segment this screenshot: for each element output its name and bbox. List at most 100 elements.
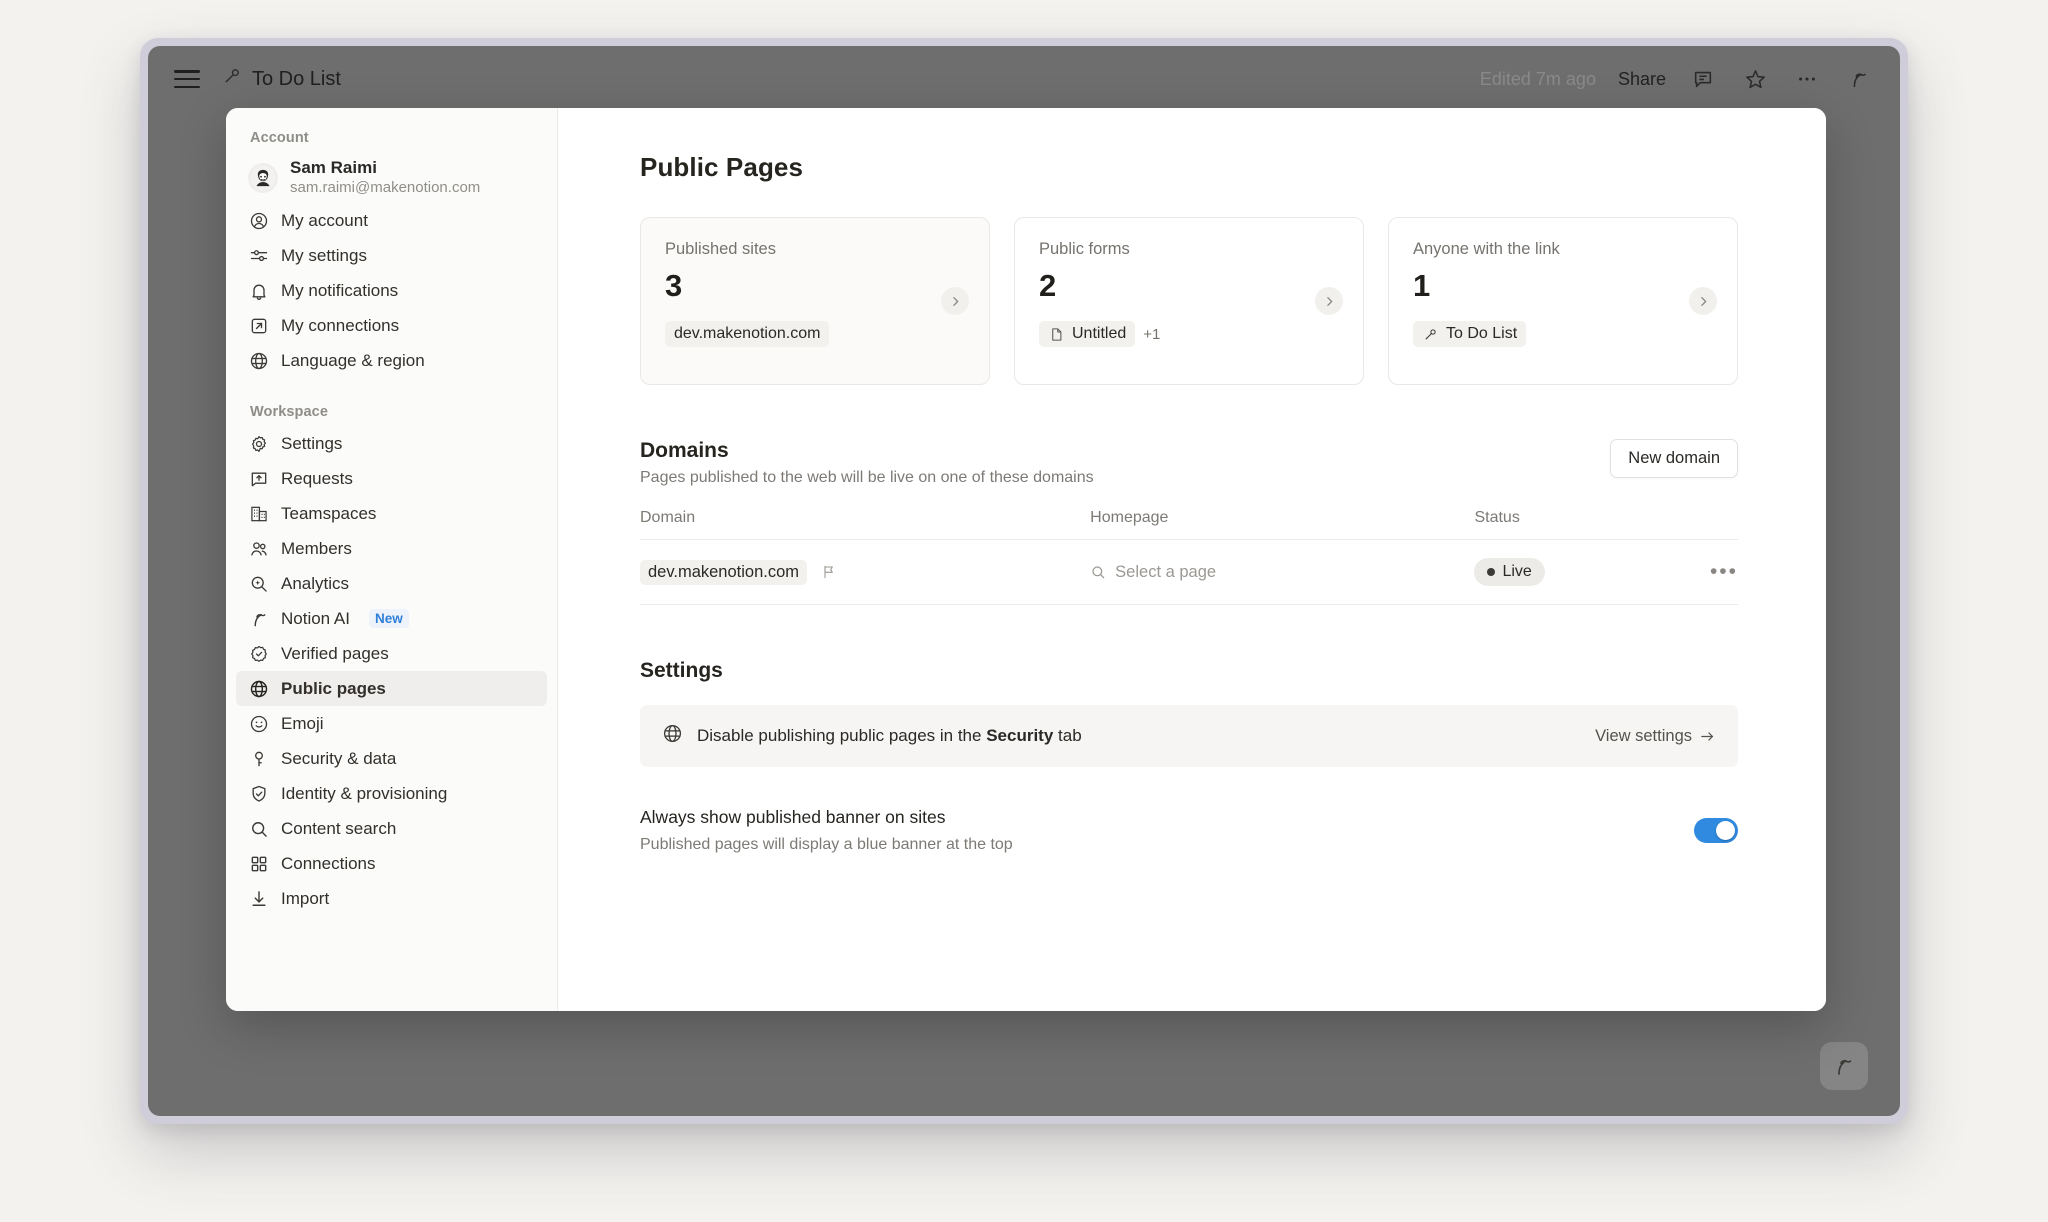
sidebar-item-my-notifications[interactable]: My notifications <box>236 273 547 308</box>
sidebar-account-user[interactable]: Sam Raimi sam.raimi@makenotion.com <box>236 152 547 203</box>
card-count: 2 <box>1039 268 1057 303</box>
chevron-right-icon[interactable] <box>941 287 969 315</box>
sidebar-item-label: My account <box>281 210 368 230</box>
sidebar-item-label: Notion AI <box>281 608 350 628</box>
sidebar-item-my-settings[interactable]: My settings <box>236 238 547 273</box>
settings-sidebar: Account <box>226 108 558 1011</box>
sidebar-item-verified-pages[interactable]: Verified pages <box>236 636 547 671</box>
request-icon <box>248 468 269 489</box>
comment-icon[interactable] <box>1688 64 1718 94</box>
smiley-icon <box>248 713 269 734</box>
account-name: Sam Raimi <box>290 158 377 177</box>
chevron-right-icon[interactable] <box>1689 287 1717 315</box>
domains-header: Domains Pages published to the web will … <box>640 439 1738 487</box>
published-banner-toggle[interactable] <box>1694 818 1738 843</box>
card-published-sites[interactable]: Published sites 3 dev.makenotion.com <box>640 217 990 385</box>
verified-badge-icon <box>248 643 269 664</box>
corner-notion-ai-button[interactable] <box>1820 1042 1868 1090</box>
account-email: sam.raimi@makenotion.com <box>290 178 481 196</box>
sidebar-heading-account: Account <box>250 130 309 146</box>
card-chip-row: To Do List <box>1413 321 1715 348</box>
sidebar-item-label: Public pages <box>281 678 386 698</box>
breadcrumb[interactable]: To Do List <box>222 66 341 92</box>
card-count: 3 <box>665 268 683 303</box>
toggle-subtitle: Published pages will display a blue bann… <box>640 836 1013 853</box>
sidebar-item-teamspaces[interactable]: Teamspaces <box>236 496 547 531</box>
search-icon <box>248 818 269 839</box>
sidebar-item-import[interactable]: Import <box>236 881 547 916</box>
microphone-emoji-icon <box>1422 326 1439 343</box>
notion-ai-icon <box>248 608 269 629</box>
card-chip[interactable]: dev.makenotion.com <box>665 321 830 348</box>
download-icon <box>248 888 269 909</box>
sidebar-item-requests[interactable]: Requests <box>236 461 547 496</box>
sidebar-item-my-connections[interactable]: My connections <box>236 308 547 343</box>
card-chip[interactable]: Untitled <box>1039 321 1136 348</box>
bell-icon <box>248 280 269 301</box>
card-label: Anyone with the link <box>1413 240 1560 258</box>
row-more-icon[interactable]: ••• <box>1709 560 1738 583</box>
sidebar-item-identity-provisioning[interactable]: Identity & provisioning <box>236 776 547 811</box>
card-chip[interactable]: To Do List <box>1413 321 1527 348</box>
sidebar-item-analytics[interactable]: Analytics <box>236 566 547 601</box>
view-settings-link[interactable]: View settings <box>1595 727 1716 746</box>
sidebar-item-public-pages[interactable]: Public pages <box>236 671 547 707</box>
card-public-forms[interactable]: Public forms 2 Untitled <box>1014 217 1364 385</box>
notice-bold: Security <box>986 726 1054 745</box>
domain-chip[interactable]: dev.makenotion.com <box>640 559 808 585</box>
sidebar-item-label: My notifications <box>281 280 399 300</box>
edited-timestamp: Edited 7m ago <box>1479 68 1596 89</box>
notion-ai-icon[interactable] <box>1844 64 1874 94</box>
published-banner-setting: Always show published banner on sites Pu… <box>640 807 1738 854</box>
card-chip-label: To Do List <box>1446 325 1518 343</box>
column-header-status: Status <box>1474 509 1673 540</box>
gear-icon <box>248 433 269 454</box>
cell-actions: ••• <box>1672 539 1738 605</box>
select-page-button[interactable]: Select a page <box>1090 563 1474 582</box>
notice-suffix: tab <box>1053 726 1082 745</box>
domains-title: Domains <box>640 439 729 462</box>
sidebar-item-label: Requests <box>281 468 353 488</box>
sidebar-item-security-data[interactable]: Security & data <box>236 741 547 776</box>
sidebar-item-language-region[interactable]: Language & region <box>236 343 547 378</box>
share-button[interactable]: Share <box>1617 68 1666 89</box>
cell-domain: dev.makenotion.com <box>640 539 1091 605</box>
settings-title: Settings <box>640 659 723 682</box>
sidebar-item-connections[interactable]: Connections <box>236 846 547 881</box>
new-domain-button[interactable]: New domain <box>1610 439 1738 478</box>
grid-icon <box>248 853 269 874</box>
sidebar-item-label: Import <box>281 888 330 908</box>
column-header-homepage: Homepage <box>1090 509 1475 540</box>
globe-icon <box>662 723 683 749</box>
sidebar-item-settings[interactable]: Settings <box>236 426 547 461</box>
status-dot-icon <box>1487 568 1496 576</box>
sidebar-item-label: Language & region <box>281 350 425 370</box>
chevron-right-icon[interactable] <box>1315 287 1343 315</box>
topbar-actions: Edited 7m ago Share <box>1480 64 1874 94</box>
settings-main-panel: Public Pages Published sites 3 dev.maken… <box>558 108 1826 1011</box>
sidebar-item-notion-ai[interactable]: Notion AI New <box>236 601 547 636</box>
sidebar-item-my-account[interactable]: My account <box>236 203 547 238</box>
sidebar-item-label: Security & data <box>281 748 397 768</box>
more-horizontal-icon[interactable] <box>1792 64 1822 94</box>
column-header-domain: Domain <box>640 509 1091 540</box>
notice-text: Disable publishing public pages in the S… <box>697 726 1082 746</box>
sidebar-item-label: My settings <box>281 245 367 265</box>
page-title-topbar: To Do List <box>252 67 341 90</box>
sidebar-item-label: Identity & provisioning <box>281 783 448 803</box>
settings-section: Settings Disable publishing public pages… <box>640 659 1738 854</box>
sidebar-toggle-icon[interactable] <box>174 70 200 88</box>
card-anyone-with-link[interactable]: Anyone with the link 1 To Do List <box>1388 217 1738 385</box>
sidebar-item-label: Analytics <box>281 573 350 593</box>
building-icon <box>248 503 269 524</box>
sidebar-item-content-search[interactable]: Content search <box>236 811 547 846</box>
sidebar-item-members[interactable]: Members <box>236 531 547 566</box>
flag-icon[interactable] <box>821 564 837 580</box>
toggle-title: Always show published banner on sites <box>640 807 946 827</box>
view-settings-label: View settings <box>1595 726 1692 745</box>
card-chip-row: Untitled +1 <box>1039 321 1341 348</box>
avatar <box>248 162 278 193</box>
star-icon[interactable] <box>1740 64 1770 94</box>
sidebar-item-emoji[interactable]: Emoji <box>236 706 547 741</box>
sidebar-item-label: Emoji <box>281 713 324 733</box>
